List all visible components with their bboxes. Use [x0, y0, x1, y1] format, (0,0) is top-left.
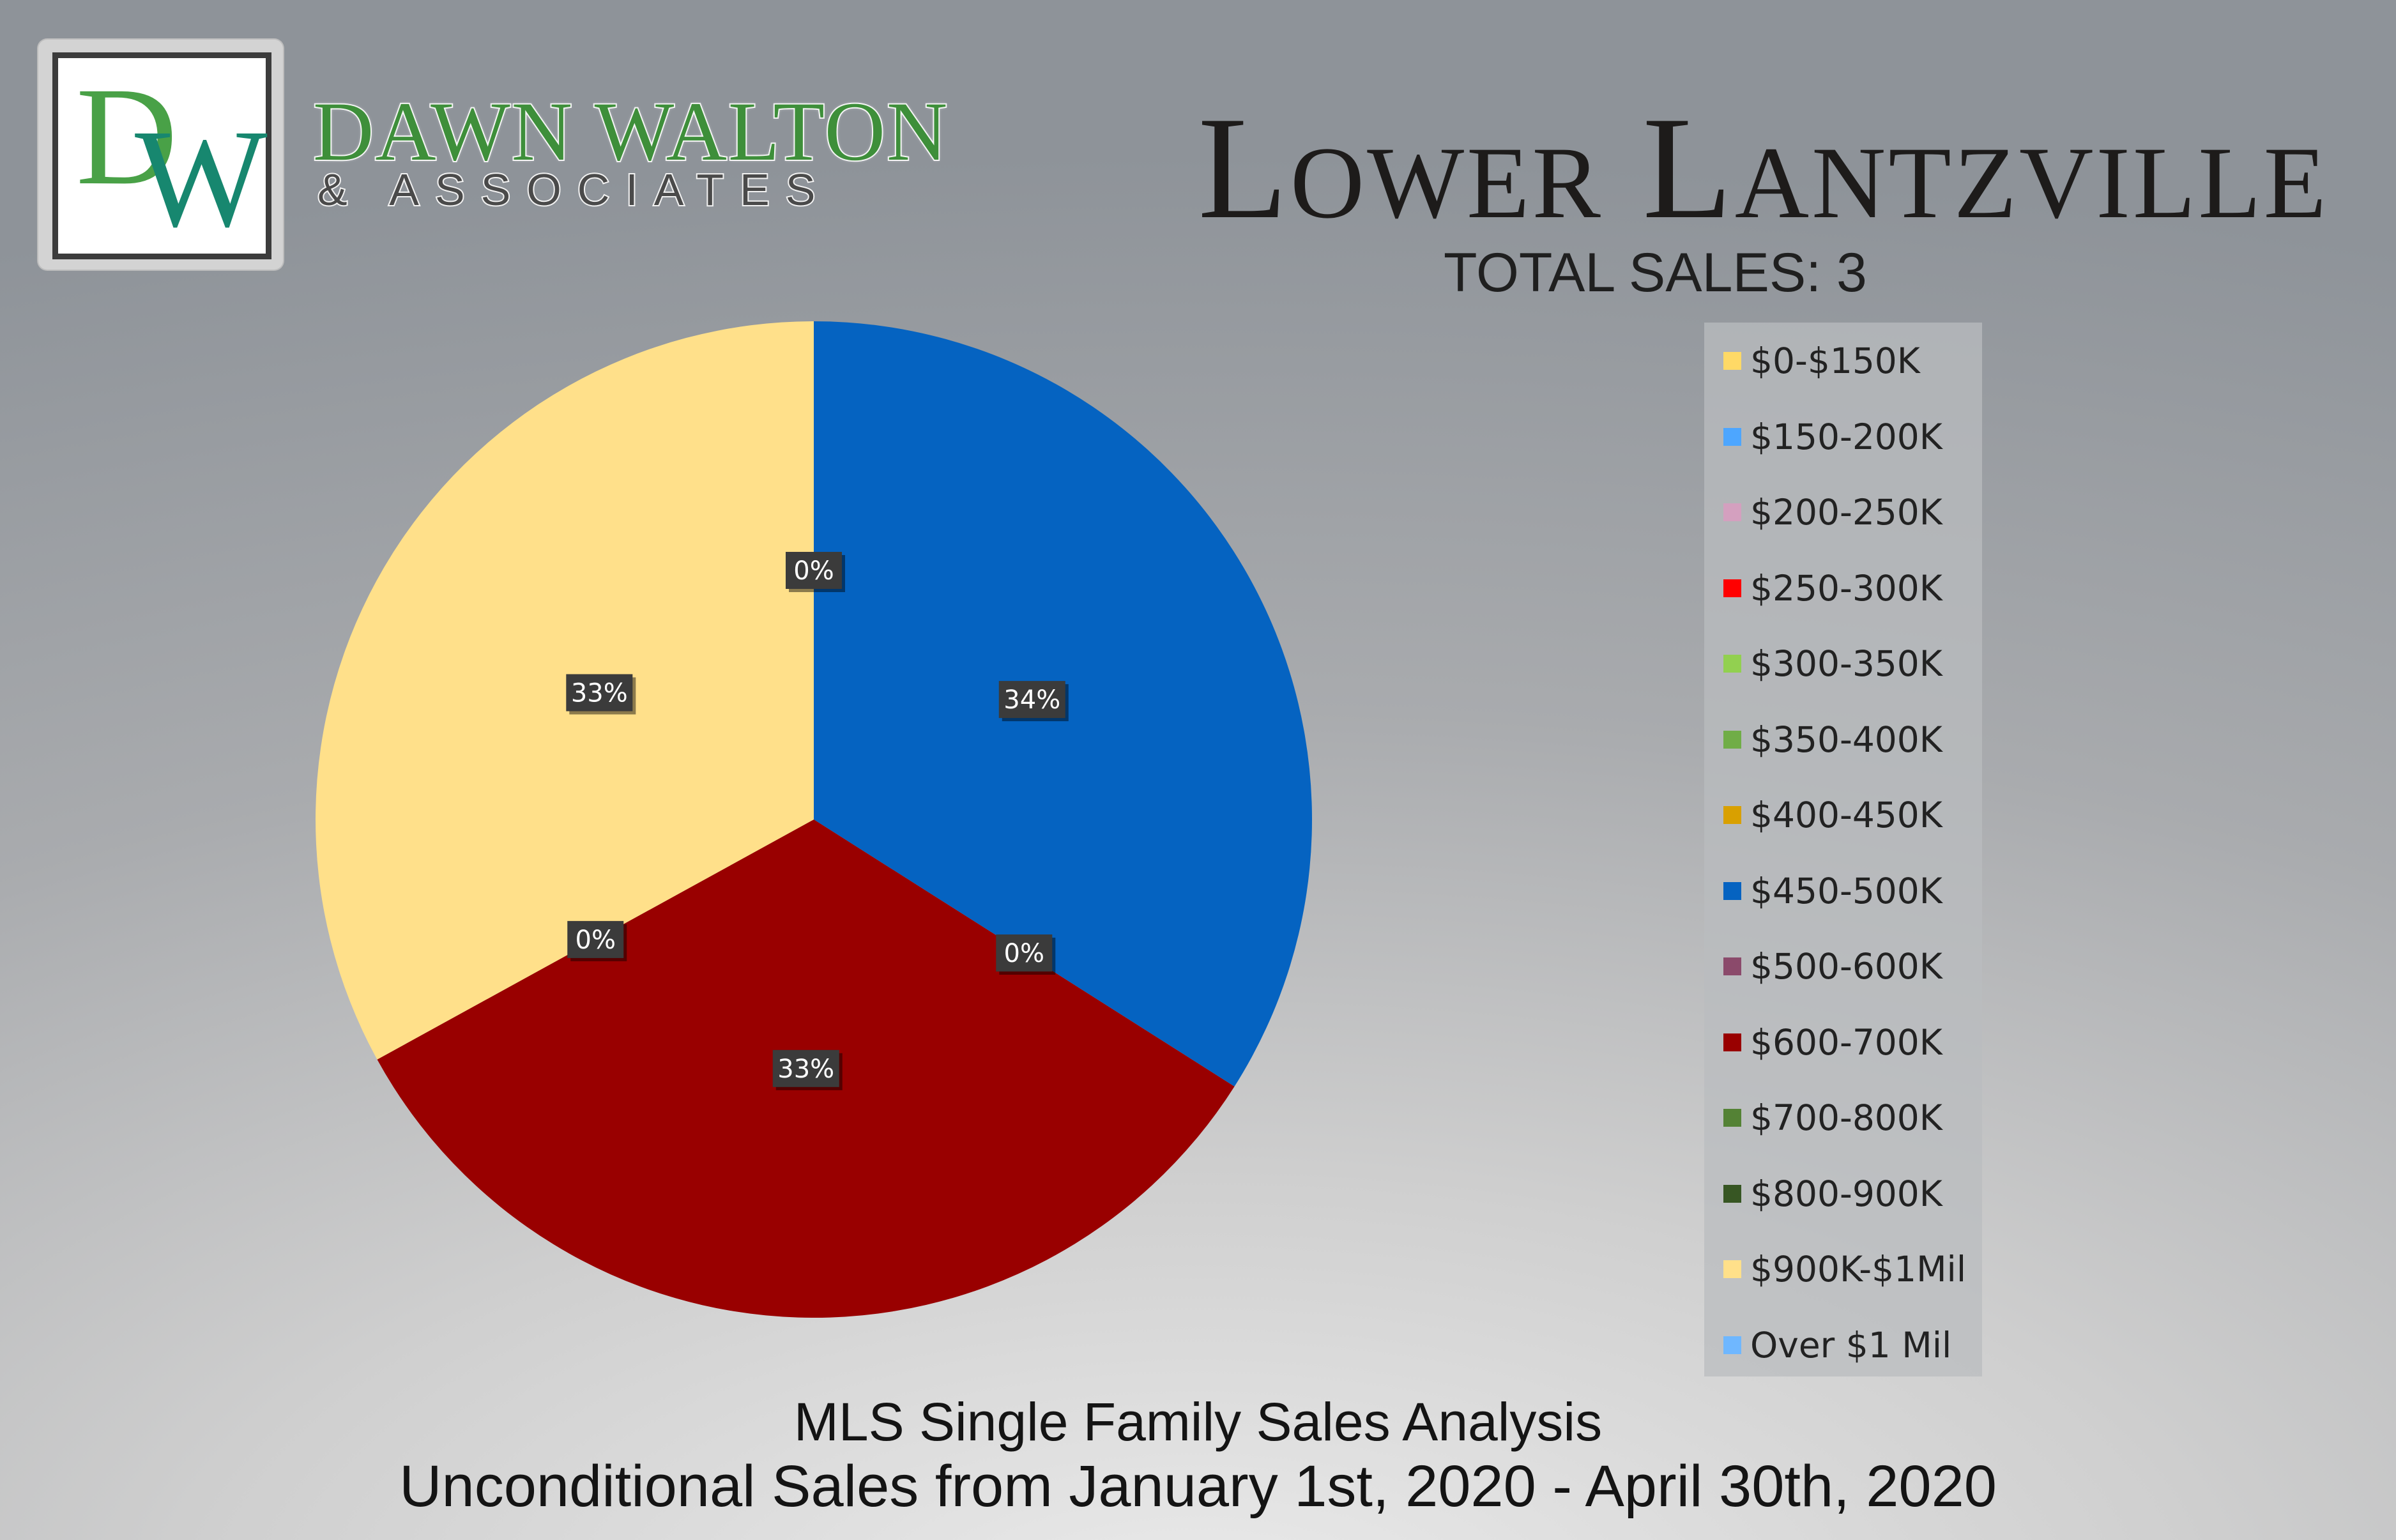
svg-text:0%: 0%: [1004, 939, 1044, 968]
legend-item-0-150k: $0-$150K: [1723, 340, 1920, 381]
svg-text:33%: 33%: [777, 1055, 834, 1084]
chart-subtitle: MLS Single Family Sales Analysis: [793, 1392, 1603, 1452]
legend-label: $150-200K: [1750, 416, 1942, 457]
legend-label: $450-500K: [1750, 870, 1942, 911]
page-title: Lower Lantzville: [1198, 86, 2329, 249]
data-label-450-500k: 34%: [998, 681, 1069, 722]
legend-label: $300-350K: [1750, 643, 1942, 684]
legend-item-200-250k: $200-250K: [1723, 492, 1942, 533]
logo-initial-w: W: [135, 100, 268, 256]
data-label-0-150k: 0%: [786, 552, 845, 592]
legend-label: $350-400K: [1750, 719, 1942, 760]
legend-swatch: [1723, 1260, 1741, 1278]
logo: D W: [38, 40, 283, 270]
svg-text:33%: 33%: [571, 678, 628, 708]
legend-swatch: [1723, 503, 1741, 521]
brand-subtitle: & ASSOCIATES: [316, 165, 832, 215]
legend-swatch: [1723, 655, 1741, 673]
legend-item-900k-1mil: $900K-$1Mil: [1723, 1249, 1967, 1290]
legend-swatch: [1723, 1109, 1741, 1127]
data-label-500-600k: 0%: [996, 934, 1056, 975]
legend-item-350-400k: $350-400K: [1723, 719, 1942, 760]
pie-slice-900k-1mil: [315, 321, 814, 1060]
legend-swatch: [1723, 1184, 1741, 1203]
legend-label: $600-700K: [1750, 1021, 1942, 1063]
legend-swatch: [1723, 881, 1741, 900]
legend-item-400-450k: $400-450K: [1723, 795, 1942, 835]
legend-label: $800-900K: [1750, 1173, 1942, 1214]
legend-swatch: [1723, 730, 1741, 749]
legend-item-300-350k: $300-350K: [1723, 643, 1942, 684]
legend-swatch: [1723, 1336, 1741, 1354]
legend-swatch: [1723, 352, 1741, 370]
legend-item-450-500k: $450-500K: [1723, 870, 1942, 911]
chart-legend: $0-$150K $150-200K $200-250K $250-300K $300-…: [1704, 323, 1982, 1376]
legend-label: $0-$150K: [1750, 340, 1920, 381]
logo-frame: D W: [52, 52, 271, 259]
legend-swatch: [1723, 427, 1741, 446]
legend-label: $900K-$1Mil: [1750, 1249, 1967, 1290]
legend-swatch: [1723, 957, 1741, 975]
legend-item-150-200k: $150-200K: [1723, 416, 1942, 457]
data-label-600-700k: 33%: [772, 1049, 843, 1090]
logo-initial-d: D: [76, 58, 178, 214]
legend-label: $400-450K: [1750, 795, 1942, 835]
data-label-700-800k: 0%: [567, 920, 627, 961]
legend-label: $250-300K: [1750, 567, 1942, 609]
legend-item-600-700k: $600-700K: [1723, 1021, 1942, 1063]
legend-label: $700-800K: [1750, 1097, 1942, 1138]
date-range: Unconditional Sales from January 1st, 20…: [399, 1454, 1997, 1519]
svg-text:0%: 0%: [793, 556, 834, 586]
total-sales: TOTAL SALES: 3: [1444, 242, 1867, 303]
legend-label: $500-600K: [1750, 946, 1942, 987]
svg-text:34%: 34%: [1003, 685, 1060, 715]
legend-item-over-1-mil: Over $1 Mil: [1723, 1324, 1952, 1366]
legend-swatch: [1723, 579, 1741, 597]
legend-label: Over $1 Mil: [1750, 1324, 1952, 1366]
legend-swatch: [1723, 1033, 1741, 1051]
legend-item-250-300k: $250-300K: [1723, 567, 1942, 609]
svg-text:0%: 0%: [576, 926, 616, 955]
data-label-900k-1mil: 33%: [566, 674, 636, 715]
legend-label: $200-250K: [1750, 492, 1942, 533]
brand-name: DAWN WALTON: [312, 84, 949, 178]
legend-item-500-600k: $500-600K: [1723, 946, 1942, 987]
legend-item-800-900k: $800-900K: [1723, 1173, 1942, 1214]
legend-item-700-800k: $700-800K: [1723, 1097, 1942, 1138]
legend-swatch: [1723, 806, 1741, 824]
